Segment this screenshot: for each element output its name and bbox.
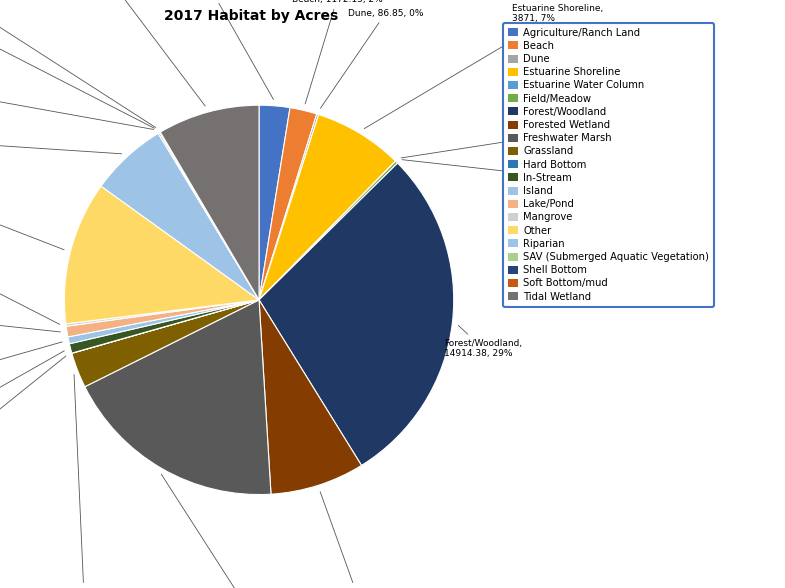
Wedge shape — [259, 115, 396, 300]
Text: Tidal Wetland, 4416.42, 8%: Tidal Wetland, 4416.42, 8% — [51, 0, 205, 106]
Wedge shape — [64, 186, 259, 324]
Text: Mangrove,
102, 0%: Mangrove, 102, 0% — [0, 255, 60, 325]
Wedge shape — [66, 300, 259, 326]
Text: Freshwater Marsh, 9716.03,
19%: Freshwater Marsh, 9716.03, 19% — [161, 474, 312, 588]
Text: Field/Meadow,
116.36, 0%: Field/Meadow, 116.36, 0% — [402, 160, 592, 187]
Text: Soft Bottom/mud, 40.15, 0%: Soft Bottom/mud, 40.15, 0% — [0, 0, 155, 128]
Text: In-Stream,
411.85, 1%: In-Stream, 411.85, 1% — [0, 351, 64, 430]
Text: Hard Bottom, 8, 0%: Hard Bottom, 8, 0% — [0, 356, 66, 476]
Text: Other, 6210, 12%: Other, 6210, 12% — [0, 192, 64, 250]
Text: Shell Bottom, 59.73, 0%: Shell Bottom, 59.73, 0% — [0, 15, 155, 128]
Text: Agriculture/Ranch Land,
1326.87, 3%: Agriculture/Ranch Land, 1326.87, 3% — [156, 0, 273, 99]
Wedge shape — [101, 133, 259, 300]
Text: Dune, 86.85, 0%: Dune, 86.85, 0% — [320, 9, 423, 108]
Wedge shape — [159, 132, 259, 300]
Legend: Agriculture/Ranch Land, Beach, Dune, Estuarine Shoreline, Estuarine Water Column: Agriculture/Ranch Land, Beach, Dune, Est… — [503, 23, 714, 306]
Text: Estuarine
Water
Column,
2.75, 0%: Estuarine Water Column, 2.75, 0% — [401, 115, 571, 158]
Text: 2017 Habitat by Acres: 2017 Habitat by Acres — [164, 9, 338, 23]
Wedge shape — [259, 300, 362, 494]
Wedge shape — [259, 161, 396, 300]
Text: Beach, 1172.15, 2%: Beach, 1172.15, 2% — [291, 0, 382, 104]
Wedge shape — [72, 300, 259, 387]
Text: Island,
299.56,
1%: Island, 299.56, 1% — [0, 342, 62, 389]
Text: Grassland, 1532.5, 3%: Grassland, 1532.5, 3% — [33, 375, 135, 588]
Wedge shape — [71, 300, 259, 353]
Wedge shape — [259, 108, 316, 300]
Wedge shape — [259, 161, 397, 300]
Wedge shape — [259, 163, 454, 466]
Wedge shape — [68, 300, 259, 344]
Wedge shape — [259, 105, 290, 300]
Wedge shape — [69, 300, 259, 353]
Wedge shape — [159, 132, 259, 300]
Text: Estuarine Shoreline,
3871, 7%: Estuarine Shoreline, 3871, 7% — [364, 4, 604, 129]
Text: Forested Wetland, 4093.87, 8%: Forested Wetland, 4093.87, 8% — [286, 492, 427, 588]
Text: Forest/Woodland,
14914.38, 29%: Forest/Woodland, 14914.38, 29% — [444, 325, 522, 358]
Wedge shape — [66, 300, 259, 337]
Text: SAV (Submerged Aquatic
Vegetation), 1.85, 0%: SAV (Submerged Aquatic Vegetation), 1.85… — [0, 76, 154, 129]
Wedge shape — [160, 105, 259, 300]
Wedge shape — [259, 114, 319, 300]
Text: Riparian, 3346.47, 6%: Riparian, 3346.47, 6% — [0, 136, 122, 154]
Wedge shape — [159, 133, 259, 300]
Wedge shape — [85, 300, 271, 495]
Text: Lake/Pond,
459.5, 1%: Lake/Pond, 459.5, 1% — [0, 310, 60, 332]
